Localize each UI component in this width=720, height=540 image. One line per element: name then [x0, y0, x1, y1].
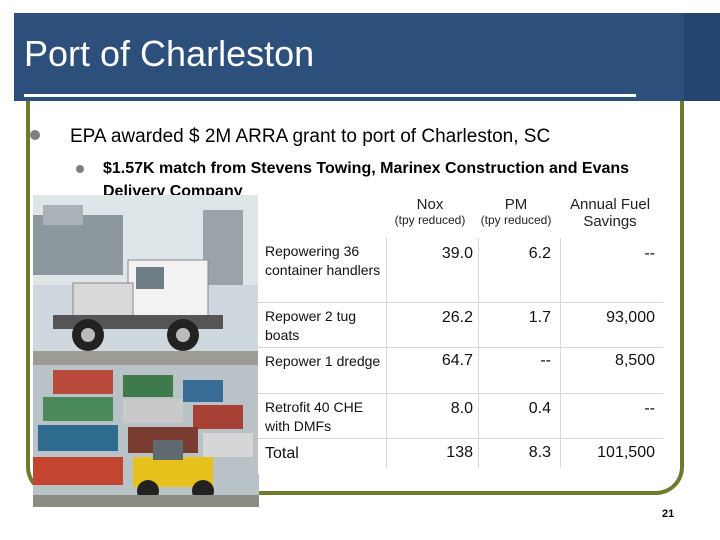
- column-divider: [386, 238, 387, 468]
- header-pm-unit: (tpy reduced): [480, 213, 552, 227]
- bullet-dot-icon: [30, 130, 40, 140]
- header-fuel-savings-label: Annual Fuel Savings: [569, 196, 651, 230]
- fuel-savings-value: --: [644, 245, 655, 262]
- table-row-total: Total 138 8.3 101,500: [258, 444, 663, 472]
- table-row: Repowering 36 container handlers 39.0 6.…: [258, 242, 663, 302]
- row-divider: [258, 347, 663, 348]
- row-divider: [258, 438, 663, 439]
- column-divider: [478, 238, 479, 468]
- pm-total: 8.3: [528, 444, 551, 461]
- pm-value: 1.7: [528, 309, 551, 326]
- row-label: Repower 1 dredge: [265, 353, 381, 369]
- port-photo-illustration: [33, 195, 259, 507]
- nox-value: 26.2: [441, 309, 473, 326]
- header-pm: PM (tpy reduced): [476, 196, 556, 242]
- row-label: Repowering 36 container handlers: [265, 243, 381, 278]
- fuel-savings-value: 93,000: [606, 309, 655, 326]
- header-fuel-savings: Annual Fuel Savings: [560, 196, 660, 242]
- table-row: Repower 2 tug boats 26.2 1.7 93,000: [258, 307, 663, 347]
- slide-title: Port of Charleston: [24, 33, 315, 74]
- header-pm-label: PM: [504, 196, 528, 213]
- nox-value: 39.0: [441, 245, 473, 262]
- column-divider: [560, 238, 561, 468]
- table-row: Repower 1 dredge 64.7 -- 8,500: [258, 352, 663, 392]
- sub-bullet-dot-icon: [76, 165, 84, 173]
- table-row: Retrofit 40 CHE with DMFs 8.0 0.4 --: [258, 398, 663, 438]
- nox-total: 138: [446, 444, 473, 461]
- header-nox-label: Nox: [416, 196, 444, 213]
- title-bar: [14, 13, 720, 101]
- pm-value: 6.2: [528, 245, 551, 262]
- fuel-savings-total: 101,500: [597, 444, 655, 461]
- port-photo: [33, 195, 259, 507]
- emissions-table: Nox (tpy reduced) PM (tpy reduced) Annua…: [258, 192, 663, 474]
- row-label: Total: [265, 445, 299, 462]
- nox-value: 64.7: [441, 352, 473, 369]
- pm-value: --: [540, 352, 551, 369]
- row-label: Repower 2 tug boats: [265, 308, 357, 343]
- title-bar-shadow: [684, 13, 720, 101]
- fuel-savings-value: --: [644, 400, 655, 417]
- header-nox-unit: (tpy reduced): [394, 213, 466, 227]
- page-number: 21: [662, 508, 675, 520]
- pm-value: 0.4: [528, 400, 551, 417]
- bullet-text-grant: EPA awarded $ 2M ARRA grant to port of C…: [70, 126, 551, 147]
- row-divider: [258, 393, 663, 394]
- header-nox: Nox (tpy reduced): [388, 196, 472, 242]
- fuel-savings-value: 8,500: [614, 352, 655, 369]
- row-divider: [258, 302, 663, 303]
- title-underline: [24, 94, 636, 97]
- row-label: Retrofit 40 CHE with DMFs: [265, 399, 364, 434]
- nox-value: 8.0: [450, 400, 473, 417]
- content-frame: [26, 101, 684, 495]
